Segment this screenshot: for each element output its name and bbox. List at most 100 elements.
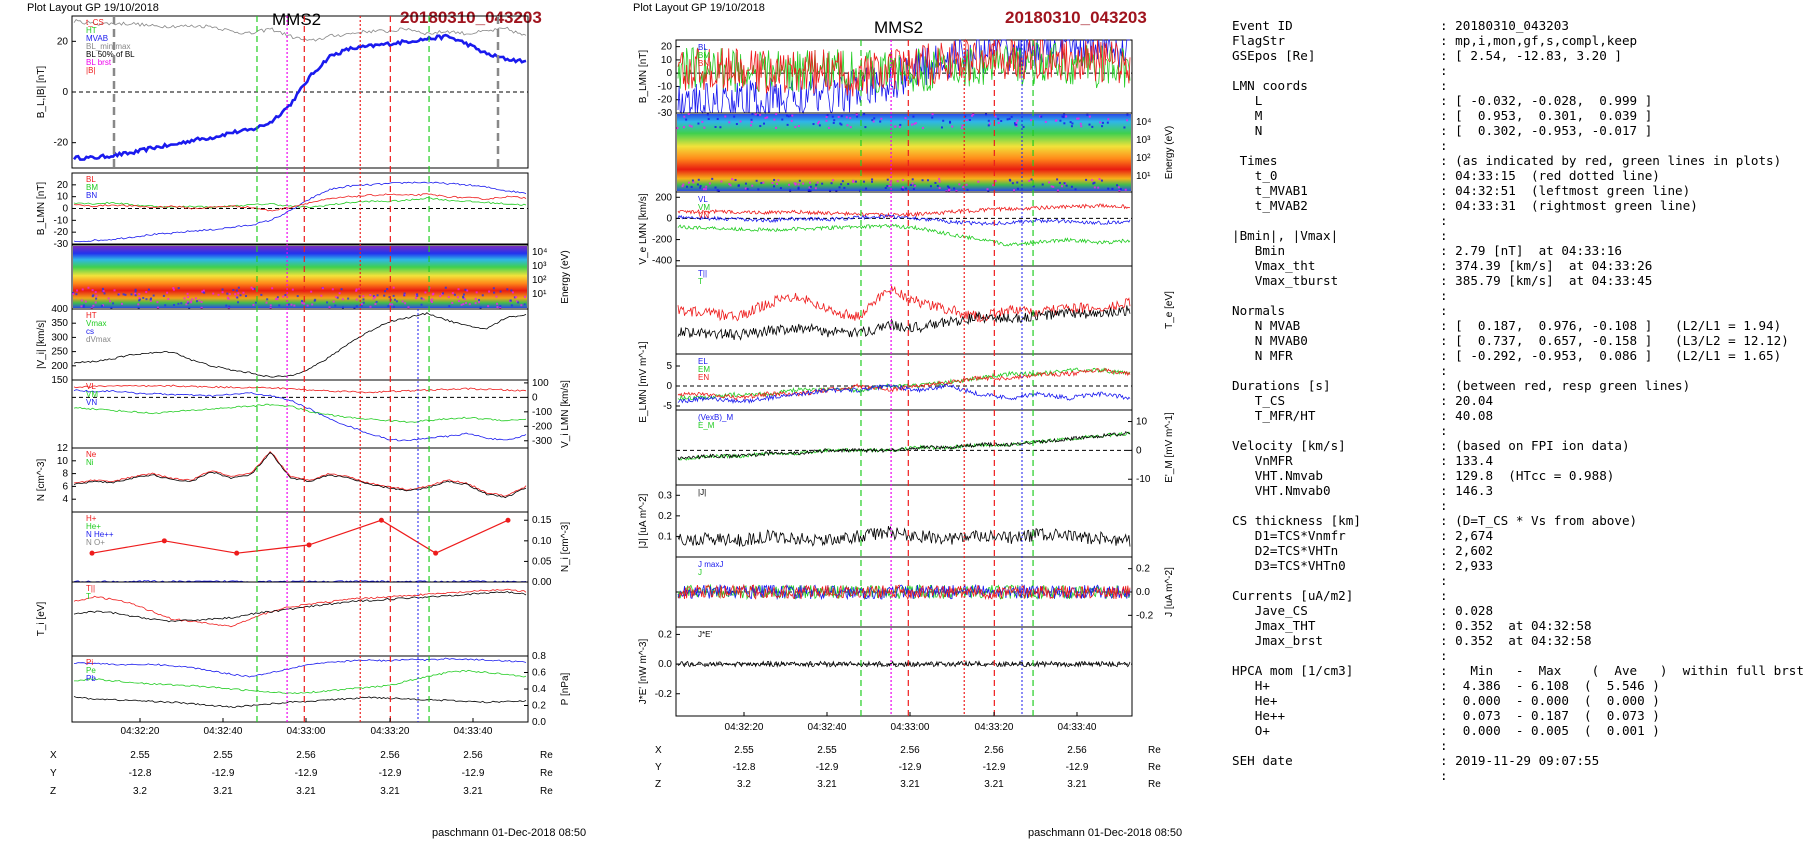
spectrogram-speckle xyxy=(276,298,279,301)
spectrogram-speckle xyxy=(971,114,974,117)
spectrogram-speckle xyxy=(797,125,800,128)
right-legend-entry: BN xyxy=(698,59,709,68)
spectrogram-speckle xyxy=(462,296,465,299)
spectrogram-speckle xyxy=(793,182,796,185)
left-x-tick-label: 04:32:20 xyxy=(121,726,160,737)
spectrogram-speckle xyxy=(855,113,858,116)
spectrogram-speckle xyxy=(147,288,150,291)
spectrogram-speckle xyxy=(1016,181,1019,184)
left-ephem-value: 2.56 xyxy=(463,750,483,761)
spectrogram-speckle xyxy=(961,124,964,127)
spectrogram-speckle xyxy=(987,119,990,122)
spectrogram-speckle xyxy=(1006,118,1009,121)
info-value: : xyxy=(1440,288,1448,303)
spectrogram-speckle xyxy=(122,293,125,296)
right-y-tick: -0.2 xyxy=(1136,610,1154,621)
spectrogram-speckle xyxy=(293,304,296,307)
info-key: He+ xyxy=(1232,693,1278,708)
info-row: VnMFR: 133.4 xyxy=(1232,453,1802,468)
info-row: Jmax_THT: 0.352 at 04:32:58 xyxy=(1232,618,1802,633)
right-ephem-value: -12.9 xyxy=(983,762,1006,773)
spectrogram-speckle xyxy=(138,293,141,296)
spectrogram-speckle xyxy=(985,113,988,116)
info-value: : xyxy=(1440,648,1448,663)
spectrogram-speckle xyxy=(466,289,469,292)
spectrogram-speckle xyxy=(162,294,165,297)
spectrogram-speckle xyxy=(225,304,228,307)
left-series-point xyxy=(505,517,511,523)
info-value: : 146.3 xyxy=(1440,483,1494,498)
spectrogram-speckle xyxy=(242,291,245,294)
info-key: CS thickness [km] xyxy=(1232,513,1361,528)
right-series-line xyxy=(677,203,1131,218)
info-row: Bmin: 2.79 [nT] at 04:33:16 xyxy=(1232,243,1802,258)
info-row: Jave_CS: 0.028 xyxy=(1232,603,1802,618)
spectrogram-speckle xyxy=(794,183,797,186)
spectrogram-speckle xyxy=(332,300,335,303)
spectrogram-speckle xyxy=(720,180,723,183)
right-ephem-label: Z xyxy=(655,779,661,790)
right-ylabel: J*E' [nW m^-3] xyxy=(638,639,649,705)
spectrogram-speckle xyxy=(840,123,843,126)
spectrogram-speckle xyxy=(336,296,339,299)
spectrogram-speckle xyxy=(195,300,198,303)
right-series-line xyxy=(677,431,1131,461)
left-panel-frame xyxy=(71,581,529,657)
left-legend-entry: He+ xyxy=(86,522,101,531)
spectrogram-speckle xyxy=(904,187,907,190)
left-ephem-value: -12.9 xyxy=(295,768,318,779)
spectrogram-speckle xyxy=(1099,121,1102,124)
info-key: N MVAB xyxy=(1232,318,1301,333)
left-legend-entry: H+ xyxy=(86,514,97,523)
spectrogram-speckle xyxy=(841,180,844,183)
spectrogram-speckle xyxy=(383,294,386,297)
left-legend-entry: HT xyxy=(86,26,97,35)
spectrogram-speckle xyxy=(953,187,956,190)
info-row: H+: 4.386 - 6.108 ( 5.546 ) xyxy=(1232,678,1802,693)
info-key: t_MVAB2 xyxy=(1232,198,1308,213)
spectrogram-speckle xyxy=(802,182,805,185)
spectrogram-speckle xyxy=(478,301,481,304)
spectrogram-speckle xyxy=(495,295,498,298)
spectrogram-speckle xyxy=(95,297,98,300)
spectrogram-speckle xyxy=(872,120,875,123)
info-row: : xyxy=(1232,63,1802,78)
spectrogram-speckle xyxy=(334,304,337,307)
spectrogram-speckle xyxy=(1080,125,1083,128)
spectrogram-speckle xyxy=(183,297,186,300)
right-legend-entry: VL xyxy=(698,195,708,204)
right-x-tick-label: 04:32:20 xyxy=(725,722,764,733)
info-value: : 20.04 xyxy=(1440,393,1494,408)
spectrogram-speckle xyxy=(403,292,406,295)
spectrogram-speckle xyxy=(728,183,731,186)
left-y-tick: 0.0 xyxy=(532,717,546,728)
left-y-tick: 12 xyxy=(57,443,69,454)
spectrogram-speckle xyxy=(444,286,447,289)
info-value: : xyxy=(1440,498,1448,513)
spectrogram-speckle xyxy=(699,184,702,187)
info-value: : [ 0.187, 0.976, -0.108 ] (L2/L1 = 1.94… xyxy=(1440,318,1782,333)
spectrogram-speckle xyxy=(265,301,268,304)
left-ylabel: B_LMN [nT] xyxy=(36,182,47,236)
spectrogram-speckle xyxy=(1100,179,1103,182)
spectrogram-speckle xyxy=(234,293,237,296)
spectrogram-speckle xyxy=(833,119,836,122)
spectrogram-speckle xyxy=(515,296,518,299)
spectrogram-speckle xyxy=(72,292,75,295)
info-row: Times: (as indicated by red, green lines… xyxy=(1232,153,1802,168)
spectrogram-speckle xyxy=(301,300,304,303)
spectrogram-speckle xyxy=(751,113,754,116)
spectrogram-speckle xyxy=(464,288,467,291)
spectrogram-speckle xyxy=(186,300,189,303)
spectrogram-speckle xyxy=(1091,179,1094,182)
spectrogram-speckle xyxy=(808,186,811,189)
spectrogram-speckle xyxy=(338,292,341,295)
spectrogram-speckle xyxy=(389,303,392,306)
spectrogram-speckle xyxy=(113,289,116,292)
info-key: M xyxy=(1232,108,1263,123)
spectrogram-speckle xyxy=(340,288,343,291)
spectrogram-speckle xyxy=(688,124,691,127)
spectrogram-speckle xyxy=(839,122,842,125)
info-key: O+ xyxy=(1232,723,1270,738)
spectrogram-speckle xyxy=(926,179,929,182)
